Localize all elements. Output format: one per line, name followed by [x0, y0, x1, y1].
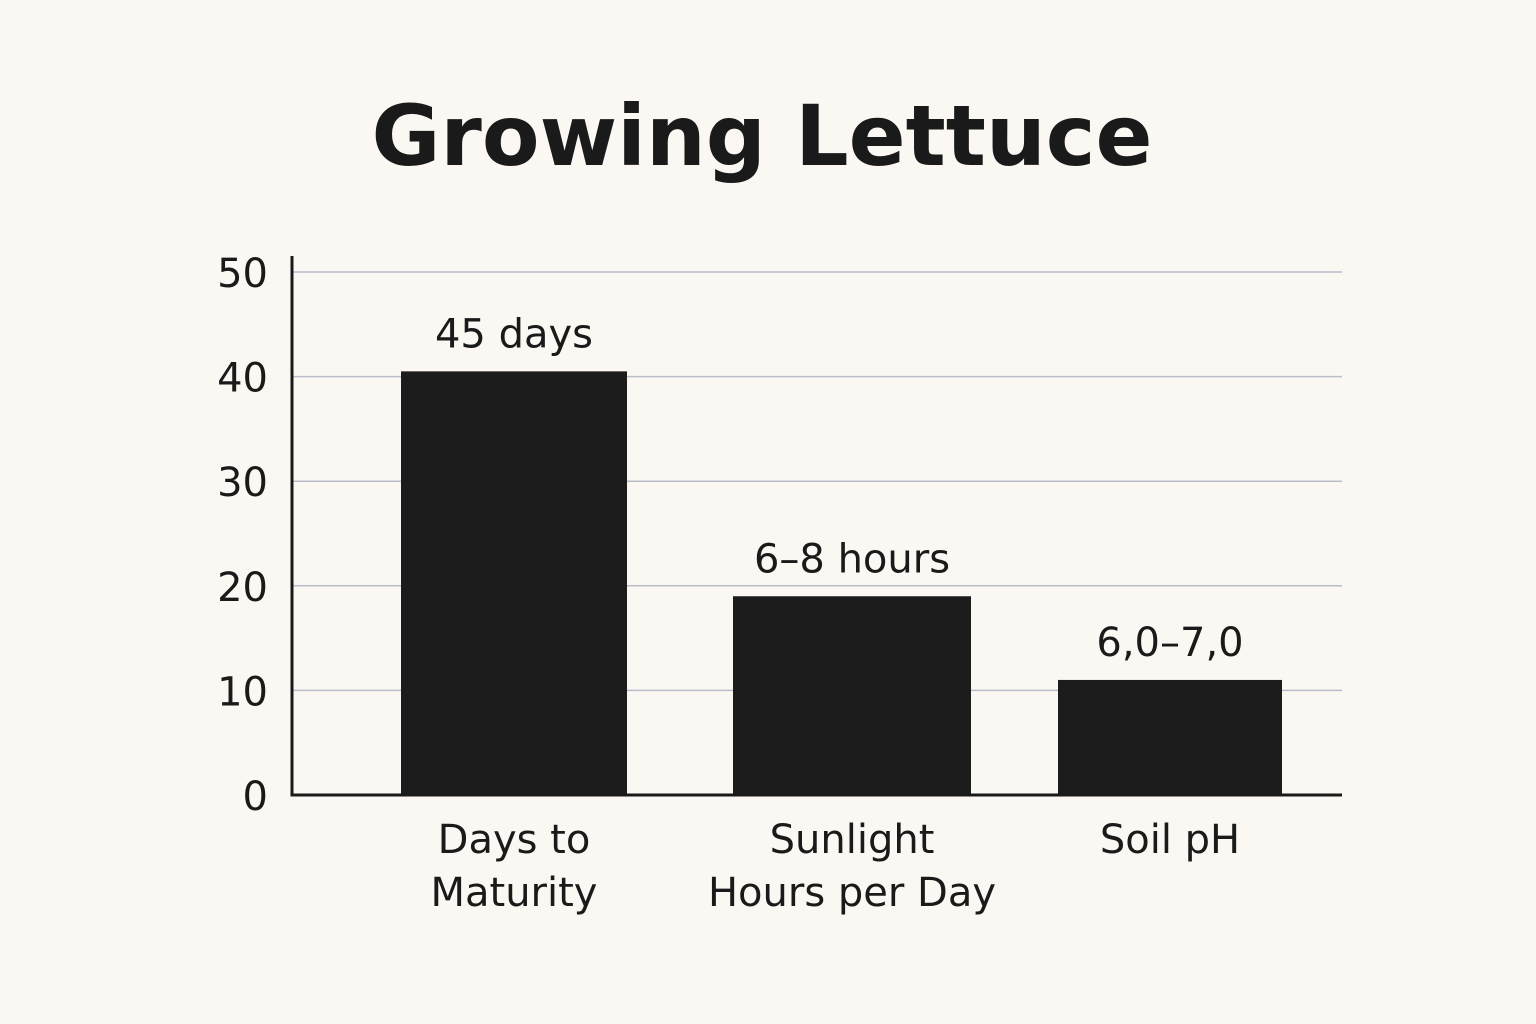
category-label-1-line-1: Hours per Day: [708, 870, 996, 916]
data-labels: 45 days 6–8 hours 6,0–7,0: [435, 311, 1244, 666]
x-axis-categories: Days to Maturity Sunlight Hours per Day Soil…: [431, 817, 1241, 916]
data-label-2: 6,0–7,0: [1096, 620, 1243, 666]
y-tick-label-50: 50: [217, 251, 268, 297]
y-tick-label-10: 10: [217, 669, 268, 715]
category-label-0-line-0: Days to: [438, 817, 591, 863]
bar-0: [401, 371, 627, 795]
y-tick-label-40: 40: [217, 356, 268, 402]
y-tick-label-0: 0: [243, 774, 268, 820]
category-label-2-line-0: Soil pH: [1100, 817, 1240, 863]
bars: [401, 371, 1282, 795]
data-label-1: 6–8 hours: [754, 536, 950, 582]
y-tick-label-20: 20: [217, 565, 268, 611]
y-axis-ticks: 0 10 20 30 40 50: [217, 251, 268, 820]
y-tick-label-30: 30: [217, 460, 268, 506]
category-label-1-line-0: Sunlight: [770, 817, 935, 863]
category-label-0-line-1: Maturity: [431, 870, 598, 916]
data-label-0: 45 days: [435, 311, 593, 357]
bar-2: [1058, 679, 1282, 795]
chart-title: Growing Lettuce: [371, 87, 1152, 185]
bar-1: [733, 596, 971, 795]
